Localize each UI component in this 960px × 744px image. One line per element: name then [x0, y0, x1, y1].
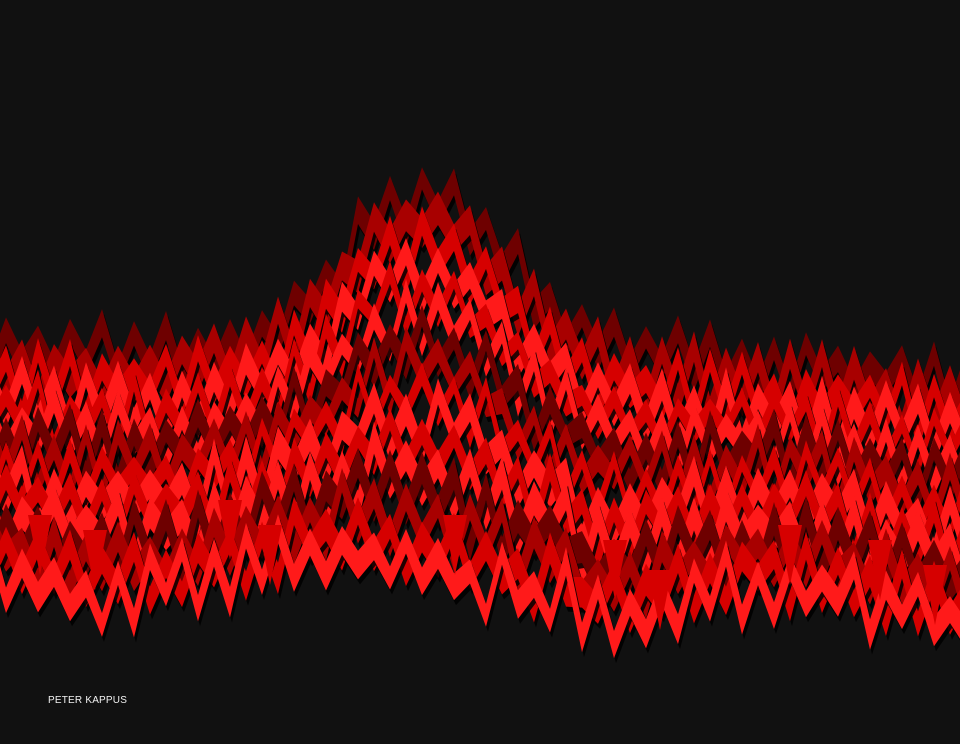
ridge-spike	[778, 525, 802, 585]
ridge-band	[0, 260, 960, 478]
ridge-layers	[0, 167, 960, 664]
ridge-band	[0, 496, 960, 637]
artist-credit: PETER KAPPUS	[48, 695, 128, 706]
ridge-spike	[648, 570, 672, 630]
ridge-spike	[258, 525, 282, 585]
ridge-band	[0, 238, 960, 465]
ridge-spike	[83, 530, 107, 590]
ridge-spike	[443, 515, 467, 575]
ridge-spike	[923, 565, 947, 625]
ridge-band	[0, 304, 960, 512]
ridge-spike	[868, 540, 892, 600]
ridge-spike	[218, 500, 242, 560]
ridge-band	[0, 514, 960, 659]
ridge-band	[0, 408, 960, 581]
ridge-band	[0, 206, 960, 451]
ridge-spike	[603, 540, 627, 600]
ridge-spike	[28, 515, 52, 575]
ridge-band	[0, 191, 960, 442]
ridge-band	[0, 326, 960, 530]
